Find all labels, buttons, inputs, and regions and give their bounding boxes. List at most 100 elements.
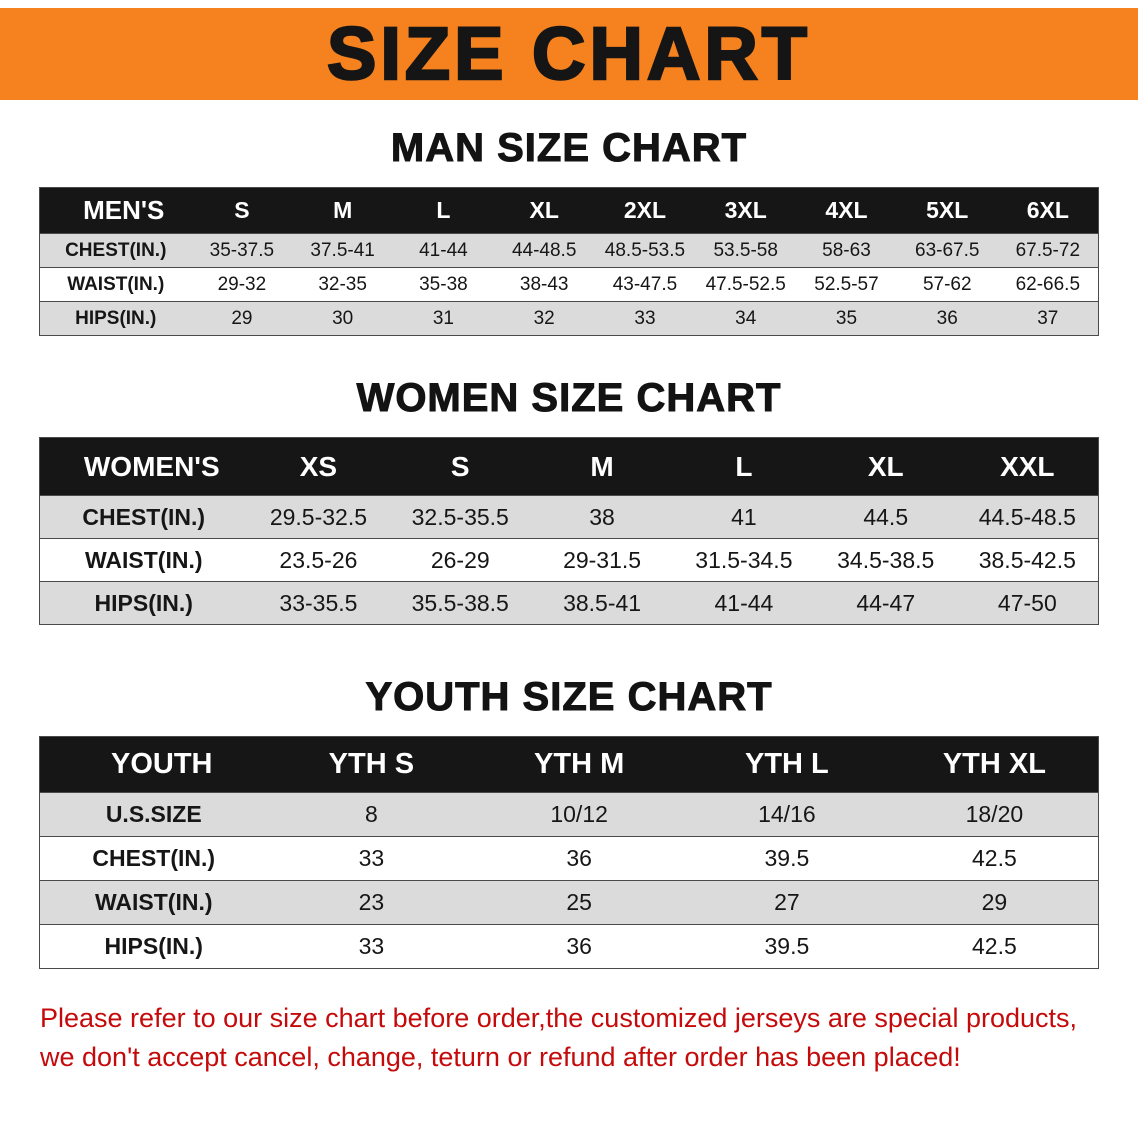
- table-row: HIPS(IN.) 33-35.5 35.5-38.5 38.5-41 41-44 44-…: [39, 581, 1099, 625]
- table-header-row: YOUTH YTH S YTH M YTH L YTH XL: [39, 736, 1099, 793]
- value-cell: 41-44: [393, 233, 494, 268]
- table-row: HIPS(IN.) 29 30 31 32 33 34 35 36 37: [39, 301, 1099, 336]
- value-cell: 41-44: [672, 581, 815, 625]
- man-size-section: MAN SIZE CHART MEN'S S M L XL 2XL 3XL 4XL 5XL 6XL…: [0, 126, 1138, 336]
- value-cell: 29-32: [191, 267, 293, 302]
- value-cell: 38.5-41: [531, 581, 673, 625]
- value-cell: 29-31.5: [531, 538, 673, 582]
- value-cell: 23: [267, 880, 476, 925]
- value-cell: 35.5-38.5: [389, 581, 532, 625]
- table-row: WAIST(IN.) 29-32 32-35 35-38 38-43 43-47.5 47.…: [39, 267, 1099, 302]
- size-chart-banner: SIZE CHART: [0, 8, 1138, 100]
- value-cell: 52.5-57: [796, 267, 897, 302]
- row-label-cell: U.S.SIZE: [39, 792, 268, 837]
- value-cell: 44-48.5: [493, 233, 595, 268]
- value-cell: 44.5: [814, 495, 957, 539]
- value-cell: 31.5-34.5: [672, 538, 815, 582]
- size-column-header: S: [191, 187, 293, 234]
- value-cell: 57-62: [896, 267, 998, 302]
- table-title-cell: WOMEN'S: [39, 437, 248, 496]
- size-column-header: M: [292, 187, 394, 234]
- value-cell: 34.5-38.5: [814, 538, 957, 582]
- value-cell: 41: [672, 495, 815, 539]
- youth-size-section: YOUTH SIZE CHART YOUTH YTH S YTH M YTH L YTH…: [0, 675, 1138, 969]
- row-label-cell: CHEST(IN.): [39, 233, 192, 268]
- size-column-header: 5XL: [896, 187, 998, 234]
- row-label-cell: CHEST(IN.): [39, 495, 248, 539]
- table-row: WAIST(IN.) 23.5-26 26-29 29-31.5 31.5-34.5 34…: [39, 538, 1099, 582]
- value-cell: 8: [267, 792, 476, 837]
- row-label-cell: WAIST(IN.): [39, 538, 248, 582]
- size-column-header: XL: [814, 437, 957, 496]
- size-column-header: S: [389, 437, 532, 496]
- value-cell: 32-35: [292, 267, 394, 302]
- size-column-header: YTH XL: [890, 736, 1099, 793]
- table-row: WAIST(IN.) 23 25 27 29: [39, 880, 1099, 925]
- value-cell: 36: [475, 836, 683, 881]
- value-cell: 18/20: [890, 792, 1099, 837]
- value-cell: 29: [890, 880, 1099, 925]
- row-label-cell: CHEST(IN.): [39, 836, 268, 881]
- value-cell: 63-67.5: [896, 233, 998, 268]
- value-cell: 53.5-58: [695, 233, 797, 268]
- value-cell: 67.5-72: [997, 233, 1099, 268]
- row-label-cell: HIPS(IN.): [39, 301, 192, 336]
- value-cell: 39.5: [683, 924, 891, 969]
- value-cell: 32.5-35.5: [389, 495, 532, 539]
- value-cell: 10/12: [475, 792, 683, 837]
- value-cell: 62-66.5: [997, 267, 1099, 302]
- value-cell: 38.5-42.5: [956, 538, 1099, 582]
- value-cell: 36: [475, 924, 683, 969]
- value-cell: 38-43: [493, 267, 595, 302]
- size-column-header: L: [393, 187, 494, 234]
- man-size-table: MEN'S S M L XL 2XL 3XL 4XL 5XL 6XL CHEST(IN.) 35-37…: [39, 187, 1099, 336]
- table-row: CHEST(IN.) 29.5-32.5 32.5-35.5 38 41 44.5 44.5…: [39, 495, 1099, 539]
- youth-size-heading: YOUTH SIZE CHART: [365, 675, 773, 720]
- value-cell: 42.5: [890, 836, 1099, 881]
- table-row: CHEST(IN.) 35-37.5 37.5-41 41-44 44-48.5 48.5…: [39, 233, 1099, 268]
- size-chart-page: SIZE CHART MAN SIZE CHART MEN'S S M L XL 2XL 3…: [0, 8, 1138, 1077]
- youth-size-table: YOUTH YTH S YTH M YTH L YTH XL U.S.SIZE 8 10/12…: [39, 736, 1099, 969]
- size-column-header: 3XL: [695, 187, 797, 234]
- value-cell: 23.5-26: [247, 538, 390, 582]
- value-cell: 27: [683, 880, 891, 925]
- disclaimer: Please refer to our size chart before or…: [40, 999, 1138, 1077]
- disclaimer-line-1: Please refer to our size chart before or…: [40, 1003, 1078, 1033]
- size-column-header: YTH M: [475, 736, 683, 793]
- disclaimer-line-2: we don't accept cancel, change, teturn o…: [40, 1042, 961, 1073]
- size-column-header: 4XL: [796, 187, 897, 234]
- value-cell: 26-29: [389, 538, 532, 582]
- table-row: U.S.SIZE 8 10/12 14/16 18/20: [39, 792, 1099, 837]
- value-cell: 29: [191, 301, 293, 336]
- row-label-cell: HIPS(IN.): [39, 924, 268, 969]
- size-column-header: XXL: [956, 437, 1099, 496]
- value-cell: 44-47: [814, 581, 957, 625]
- size-column-header: YTH L: [683, 736, 891, 793]
- size-column-header: M: [531, 437, 673, 496]
- banner-title: SIZE CHART: [326, 12, 811, 95]
- value-cell: 47-50: [956, 581, 1099, 625]
- row-label-cell: WAIST(IN.): [39, 267, 192, 302]
- value-cell: 48.5-53.5: [594, 233, 696, 268]
- value-cell: 32: [493, 301, 595, 336]
- value-cell: 25: [475, 880, 683, 925]
- value-cell: 33-35.5: [247, 581, 390, 625]
- value-cell: 35: [796, 301, 897, 336]
- size-column-header: L: [672, 437, 815, 496]
- table-header-row: WOMEN'S XS S M L XL XXL: [39, 437, 1099, 496]
- size-column-header: 2XL: [594, 187, 696, 234]
- row-label-cell: WAIST(IN.): [39, 880, 268, 925]
- women-size-section: WOMEN SIZE CHART WOMEN'S XS S M L XL XXL CHEST(…: [0, 376, 1138, 625]
- value-cell: 39.5: [683, 836, 891, 881]
- size-column-header: XS: [247, 437, 390, 496]
- women-size-heading: WOMEN SIZE CHART: [356, 376, 782, 421]
- value-cell: 44.5-48.5: [956, 495, 1099, 539]
- row-label-cell: HIPS(IN.): [39, 581, 248, 625]
- value-cell: 47.5-52.5: [695, 267, 797, 302]
- value-cell: 33: [267, 924, 476, 969]
- value-cell: 33: [594, 301, 696, 336]
- size-column-header: YTH S: [267, 736, 476, 793]
- value-cell: 36: [896, 301, 998, 336]
- table-title-cell: MEN'S: [39, 187, 192, 234]
- man-size-heading: MAN SIZE CHART: [390, 126, 748, 171]
